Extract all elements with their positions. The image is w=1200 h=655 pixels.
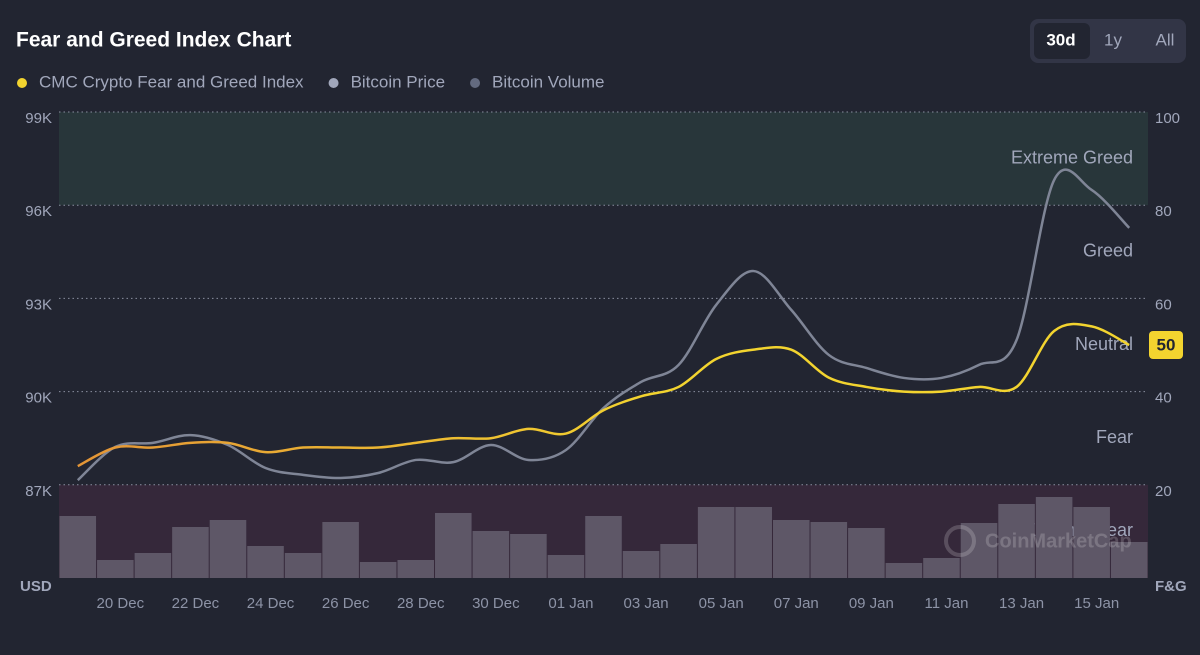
volume-bar bbox=[585, 516, 622, 578]
volume-bar bbox=[772, 520, 810, 578]
y-tick-label: 87K bbox=[25, 483, 52, 500]
zone-band bbox=[59, 112, 1148, 206]
volume-bar bbox=[397, 560, 435, 578]
zone-label: Greed bbox=[1083, 241, 1133, 261]
legend-label[interactable]: CMC Crypto Fear and Greed Index bbox=[39, 72, 304, 91]
zone-label: Fear bbox=[1096, 427, 1133, 447]
volume-bar bbox=[810, 522, 848, 578]
legend-dot bbox=[17, 78, 27, 88]
zone-label: Extreme Greed bbox=[1011, 147, 1133, 167]
x-tick-label: 05 Jan bbox=[699, 595, 744, 612]
volume-bar bbox=[960, 523, 998, 578]
volume-bar bbox=[435, 513, 472, 578]
watermark: CoinMarketCap bbox=[944, 525, 1132, 557]
volume-bar bbox=[735, 507, 772, 578]
y2-axis-label: F&G bbox=[1155, 578, 1187, 595]
price-line bbox=[76, 168, 1131, 482]
x-tick-label: 07 Jan bbox=[774, 595, 819, 612]
volume-bar bbox=[1035, 497, 1073, 578]
x-tick-label: 01 Jan bbox=[548, 595, 593, 612]
x-tick-label: 28 Dec bbox=[397, 595, 445, 612]
watermark-text: CoinMarketCap bbox=[985, 530, 1132, 552]
chart-title: Fear and Greed Index Chart bbox=[16, 29, 291, 52]
x-tick-label: 20 Dec bbox=[97, 595, 145, 612]
volume-bar bbox=[660, 544, 697, 578]
y-tick-label: 90K bbox=[25, 390, 52, 407]
y-axis-label: USD bbox=[20, 578, 52, 595]
y-tick-label: 93K bbox=[25, 296, 52, 313]
volume-bar bbox=[209, 520, 247, 578]
x-tick-label: 03 Jan bbox=[624, 595, 669, 612]
zone-label: Neutral bbox=[1075, 334, 1133, 354]
current-value-badge bbox=[1149, 331, 1183, 359]
volume-bar bbox=[622, 551, 660, 578]
legend-dot bbox=[328, 78, 339, 88]
y2-tick-label: 80 bbox=[1155, 203, 1172, 220]
volume-bar bbox=[284, 553, 322, 578]
volume-bar bbox=[172, 527, 209, 578]
volume-bar bbox=[247, 546, 284, 578]
volume-bar bbox=[510, 534, 547, 578]
legend-dot bbox=[470, 78, 481, 88]
volume-bar bbox=[848, 528, 885, 578]
x-tick-label: 13 Jan bbox=[999, 595, 1044, 612]
x-tick-label: 22 Dec bbox=[172, 595, 220, 612]
volume-bar bbox=[885, 563, 923, 578]
volume-bar bbox=[97, 560, 134, 578]
y-tick-label: 99K bbox=[25, 110, 52, 127]
volume-bar bbox=[998, 504, 1035, 578]
volume-bar bbox=[1073, 507, 1110, 578]
volume-bar bbox=[697, 507, 735, 578]
volume-bar bbox=[923, 558, 960, 578]
range-button[interactable]: All bbox=[1156, 30, 1175, 49]
x-tick-label: 15 Jan bbox=[1074, 595, 1119, 612]
volume-bar bbox=[134, 553, 172, 578]
volume-bar bbox=[322, 522, 359, 578]
x-tick-label: 11 Jan bbox=[924, 595, 968, 612]
volume-bar bbox=[547, 555, 585, 578]
x-tick-label: 09 Jan bbox=[849, 595, 894, 612]
current-value: 50 bbox=[1157, 335, 1176, 354]
fear-greed-line bbox=[77, 322, 1130, 468]
volume-bar bbox=[359, 562, 397, 578]
y2-tick-label: 20 bbox=[1155, 483, 1172, 500]
watermark-logo bbox=[944, 525, 976, 557]
x-tick-label: 30 Dec bbox=[472, 595, 520, 612]
range-button-bg bbox=[1034, 23, 1090, 59]
y2-tick-label: 100 bbox=[1155, 110, 1180, 127]
volume-bar bbox=[59, 516, 97, 578]
range-button[interactable]: 1y bbox=[1104, 30, 1122, 49]
y2-tick-label: 60 bbox=[1155, 296, 1172, 313]
y-tick-label: 96K bbox=[25, 203, 52, 220]
volume-bar bbox=[472, 531, 510, 578]
volume-bar bbox=[1110, 542, 1148, 578]
x-tick-label: 26 Dec bbox=[322, 595, 370, 612]
y2-tick-label: 40 bbox=[1155, 390, 1172, 407]
legend-label[interactable]: Bitcoin Price bbox=[351, 72, 445, 91]
range-button[interactable]: 30d bbox=[1046, 30, 1075, 49]
legend-label[interactable]: Bitcoin Volume bbox=[492, 72, 604, 91]
x-tick-label: 24 Dec bbox=[247, 595, 295, 612]
